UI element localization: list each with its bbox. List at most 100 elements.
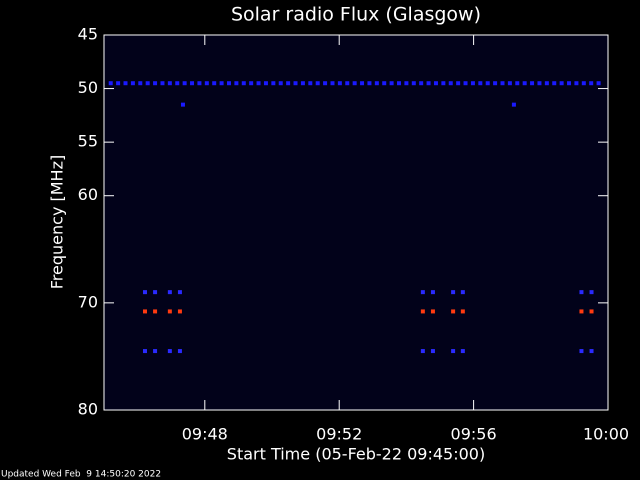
spectral-spot: [500, 81, 505, 86]
spectral-spot: [153, 309, 158, 314]
spectral-spot: [177, 309, 182, 314]
spectral-spot: [167, 309, 172, 314]
spectral-spot: [263, 81, 268, 86]
spectral-spot: [470, 81, 475, 86]
spectral-spot: [579, 290, 584, 295]
spectral-spot: [420, 290, 425, 295]
spectral-spot: [367, 81, 372, 86]
spectral-spot: [451, 309, 456, 314]
y-tick-label: 45: [78, 25, 98, 44]
spectral-spot: [182, 81, 187, 86]
spectral-spot: [142, 309, 147, 314]
spectral-spot: [515, 81, 520, 86]
spectral-spot: [167, 81, 172, 86]
spectral-spot: [420, 349, 425, 354]
footer: Updated Wed Feb 9 14:50:20 2022: [1, 470, 161, 480]
spectral-spot: [589, 349, 594, 354]
spectral-spot: [142, 290, 147, 295]
spectral-spot: [153, 290, 158, 295]
spectral-spot: [330, 81, 335, 86]
spectral-spot: [374, 81, 379, 86]
spectral-spot: [420, 309, 425, 314]
spectral-spot: [256, 81, 261, 86]
spectral-spot: [478, 81, 483, 86]
chart-title: Solar radio Flux (Glasgow): [231, 4, 481, 26]
spectral-spot: [177, 290, 182, 295]
spectral-spot: [511, 102, 516, 107]
spectral-spot: [485, 81, 490, 86]
spectral-spot: [212, 81, 217, 86]
y-tick-label: 70: [78, 292, 98, 311]
spectral-spot: [596, 81, 601, 86]
spectral-spot: [226, 81, 231, 86]
spectral-spot: [167, 349, 172, 354]
spectral-spot: [589, 290, 594, 295]
spectral-spot: [530, 81, 535, 86]
spectral-spot: [451, 290, 456, 295]
spectral-spot: [411, 81, 416, 86]
spectral-spot: [552, 81, 557, 86]
spectral-spot: [430, 290, 435, 295]
y-tick-label: 60: [78, 185, 98, 204]
spectral-spot: [589, 81, 594, 86]
spectral-spot: [579, 349, 584, 354]
x-axis-label: Start Time (05-Feb-22 09:45:00): [227, 445, 485, 464]
spectral-spot: [167, 290, 172, 295]
spectral-spot: [389, 81, 394, 86]
plot-frame: [103, 34, 609, 411]
spectral-spot: [589, 309, 594, 314]
spectral-spot: [153, 349, 158, 354]
x-tick-label: 09:56: [451, 425, 497, 444]
spectral-spot: [241, 81, 246, 86]
spectral-spot: [463, 81, 468, 86]
spectral-spot: [315, 81, 320, 86]
spectral-spot: [160, 81, 165, 86]
spectral-spot: [567, 81, 572, 86]
spectral-spot: [108, 81, 113, 86]
spectral-spot: [430, 309, 435, 314]
spectral-spot: [451, 349, 456, 354]
spectral-spot: [404, 81, 409, 86]
spectral-spot: [175, 81, 180, 86]
spectral-spot: [441, 81, 446, 86]
spectral-spot: [293, 81, 298, 86]
spectral-spot: [123, 81, 128, 86]
spectral-spot: [537, 81, 542, 86]
x-tick-label: 10:00: [583, 425, 629, 444]
spectral-spot: [300, 81, 305, 86]
spectral-spot: [460, 309, 465, 314]
spectral-spot: [249, 81, 254, 86]
spectral-spot: [460, 290, 465, 295]
spectral-spot: [507, 81, 512, 86]
y-tick-label: 55: [78, 132, 98, 151]
spectral-spot: [145, 81, 150, 86]
x-tick-label: 09:52: [316, 425, 362, 444]
spectral-spot: [579, 309, 584, 314]
spectral-spot: [493, 81, 498, 86]
spectral-spot: [352, 81, 357, 86]
y-tick-label: 80: [78, 400, 98, 419]
spectral-spot: [460, 349, 465, 354]
spectral-spot: [544, 81, 549, 86]
spectral-spot: [559, 81, 564, 86]
spectral-spot: [456, 81, 461, 86]
spectral-spot: [430, 349, 435, 354]
spectral-spot: [419, 81, 424, 86]
spectral-spot: [219, 81, 224, 86]
spectral-spot: [574, 81, 579, 86]
spectral-spot: [180, 102, 185, 107]
spectral-spot: [345, 81, 350, 86]
spectral-spot: [581, 81, 586, 86]
y-axis-label: Frequency [MHz]: [48, 155, 67, 289]
spectral-spot: [234, 81, 239, 86]
spectral-spot: [448, 81, 453, 86]
y-tick-label: 50: [78, 78, 98, 97]
spectral-spot: [116, 81, 121, 86]
x-tick-label: 09:48: [182, 425, 228, 444]
spectral-spot: [278, 81, 283, 86]
spectral-spot: [337, 81, 342, 86]
spectral-spot: [153, 81, 158, 86]
spectral-spot: [177, 349, 182, 354]
spectral-spot: [130, 81, 135, 86]
